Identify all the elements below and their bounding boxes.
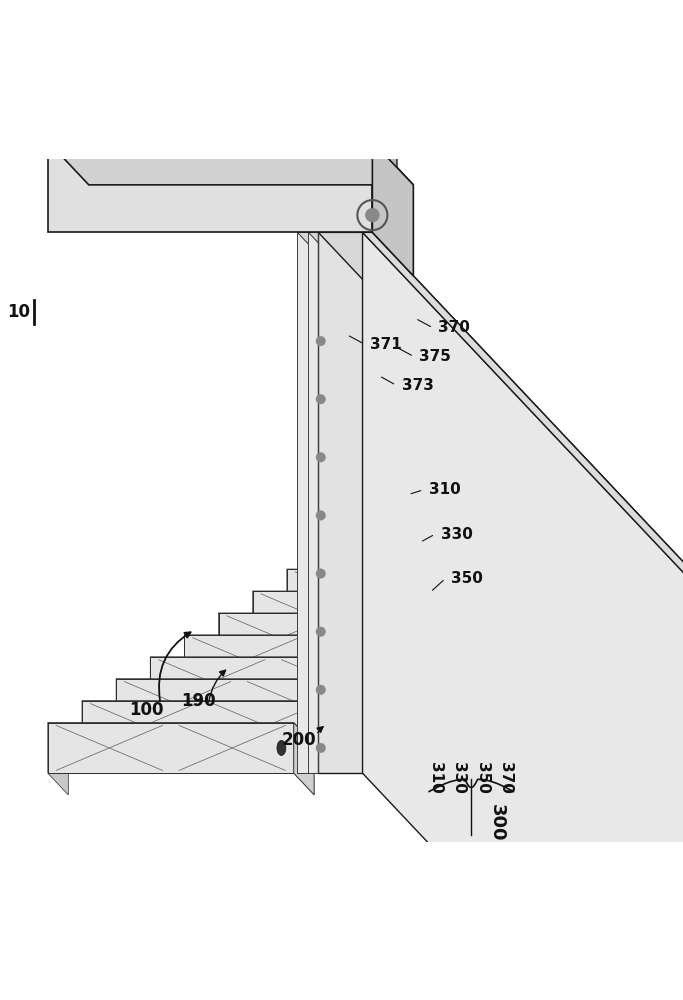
Polygon shape xyxy=(48,723,294,773)
Text: 330: 330 xyxy=(441,527,473,542)
Polygon shape xyxy=(464,613,485,685)
Text: 373: 373 xyxy=(402,378,434,393)
Polygon shape xyxy=(287,569,553,591)
Polygon shape xyxy=(396,657,417,729)
Polygon shape xyxy=(116,679,382,701)
Polygon shape xyxy=(184,635,451,657)
Polygon shape xyxy=(297,232,309,773)
Polygon shape xyxy=(294,723,314,795)
Polygon shape xyxy=(219,613,239,685)
Text: 370: 370 xyxy=(498,762,513,794)
Ellipse shape xyxy=(345,697,354,712)
Polygon shape xyxy=(150,657,417,679)
Text: 200: 200 xyxy=(282,731,316,749)
Polygon shape xyxy=(150,657,171,729)
Polygon shape xyxy=(499,591,519,663)
Text: 350: 350 xyxy=(451,571,483,586)
Polygon shape xyxy=(253,591,499,642)
Polygon shape xyxy=(48,723,314,744)
Polygon shape xyxy=(328,701,348,773)
Polygon shape xyxy=(82,701,348,722)
Ellipse shape xyxy=(482,609,490,624)
Polygon shape xyxy=(253,591,273,663)
Polygon shape xyxy=(306,81,397,107)
Text: 310: 310 xyxy=(429,482,460,497)
Polygon shape xyxy=(48,141,372,232)
Ellipse shape xyxy=(447,631,456,646)
Ellipse shape xyxy=(413,653,422,668)
Ellipse shape xyxy=(516,587,525,602)
Circle shape xyxy=(316,743,326,753)
Polygon shape xyxy=(184,635,205,707)
Polygon shape xyxy=(363,232,683,576)
Circle shape xyxy=(316,336,326,346)
Polygon shape xyxy=(219,613,485,635)
Polygon shape xyxy=(150,657,396,707)
Polygon shape xyxy=(309,232,643,576)
Text: 190: 190 xyxy=(181,692,215,710)
Text: 350: 350 xyxy=(475,762,490,794)
Polygon shape xyxy=(430,635,451,707)
Polygon shape xyxy=(309,232,318,773)
Text: 370: 370 xyxy=(438,320,471,335)
Text: 371: 371 xyxy=(370,337,402,352)
Polygon shape xyxy=(372,141,413,276)
Polygon shape xyxy=(372,232,683,1000)
Polygon shape xyxy=(306,81,372,141)
Polygon shape xyxy=(318,232,683,576)
Circle shape xyxy=(365,208,379,222)
Circle shape xyxy=(316,394,326,404)
Polygon shape xyxy=(82,701,102,773)
Polygon shape xyxy=(48,723,68,795)
Polygon shape xyxy=(318,232,372,773)
Polygon shape xyxy=(287,569,307,641)
Ellipse shape xyxy=(311,718,320,734)
Polygon shape xyxy=(297,232,633,576)
Ellipse shape xyxy=(277,740,285,755)
Polygon shape xyxy=(287,569,533,620)
Polygon shape xyxy=(362,679,382,751)
Circle shape xyxy=(499,995,515,1000)
Polygon shape xyxy=(372,81,397,167)
Polygon shape xyxy=(116,679,362,729)
Polygon shape xyxy=(48,141,413,185)
Polygon shape xyxy=(82,701,328,751)
Circle shape xyxy=(316,453,326,462)
Circle shape xyxy=(316,511,326,520)
Circle shape xyxy=(316,569,326,578)
Polygon shape xyxy=(533,569,553,641)
Text: 10: 10 xyxy=(8,303,31,321)
Text: 330: 330 xyxy=(451,762,466,794)
Text: 375: 375 xyxy=(419,349,451,364)
Polygon shape xyxy=(116,679,137,751)
Polygon shape xyxy=(363,232,683,1000)
Text: 300: 300 xyxy=(488,804,506,841)
Text: 100: 100 xyxy=(130,701,164,719)
Circle shape xyxy=(316,627,326,636)
Polygon shape xyxy=(184,635,430,686)
Ellipse shape xyxy=(379,675,388,690)
Circle shape xyxy=(316,685,326,695)
Text: 310: 310 xyxy=(428,762,443,794)
Polygon shape xyxy=(253,591,519,613)
Polygon shape xyxy=(219,613,464,664)
